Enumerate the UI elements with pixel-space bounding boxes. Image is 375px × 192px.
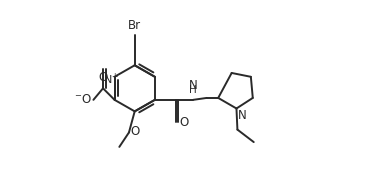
- Text: H: H: [189, 85, 197, 95]
- Text: N$^{+}$: N$^{+}$: [104, 72, 120, 87]
- Text: $^{-}$O: $^{-}$O: [75, 93, 93, 106]
- Text: Br: Br: [128, 19, 141, 32]
- Text: O: O: [98, 71, 108, 84]
- Text: N: N: [238, 109, 246, 122]
- Text: N: N: [189, 79, 198, 92]
- Text: O: O: [179, 116, 188, 129]
- Text: O: O: [131, 125, 140, 138]
